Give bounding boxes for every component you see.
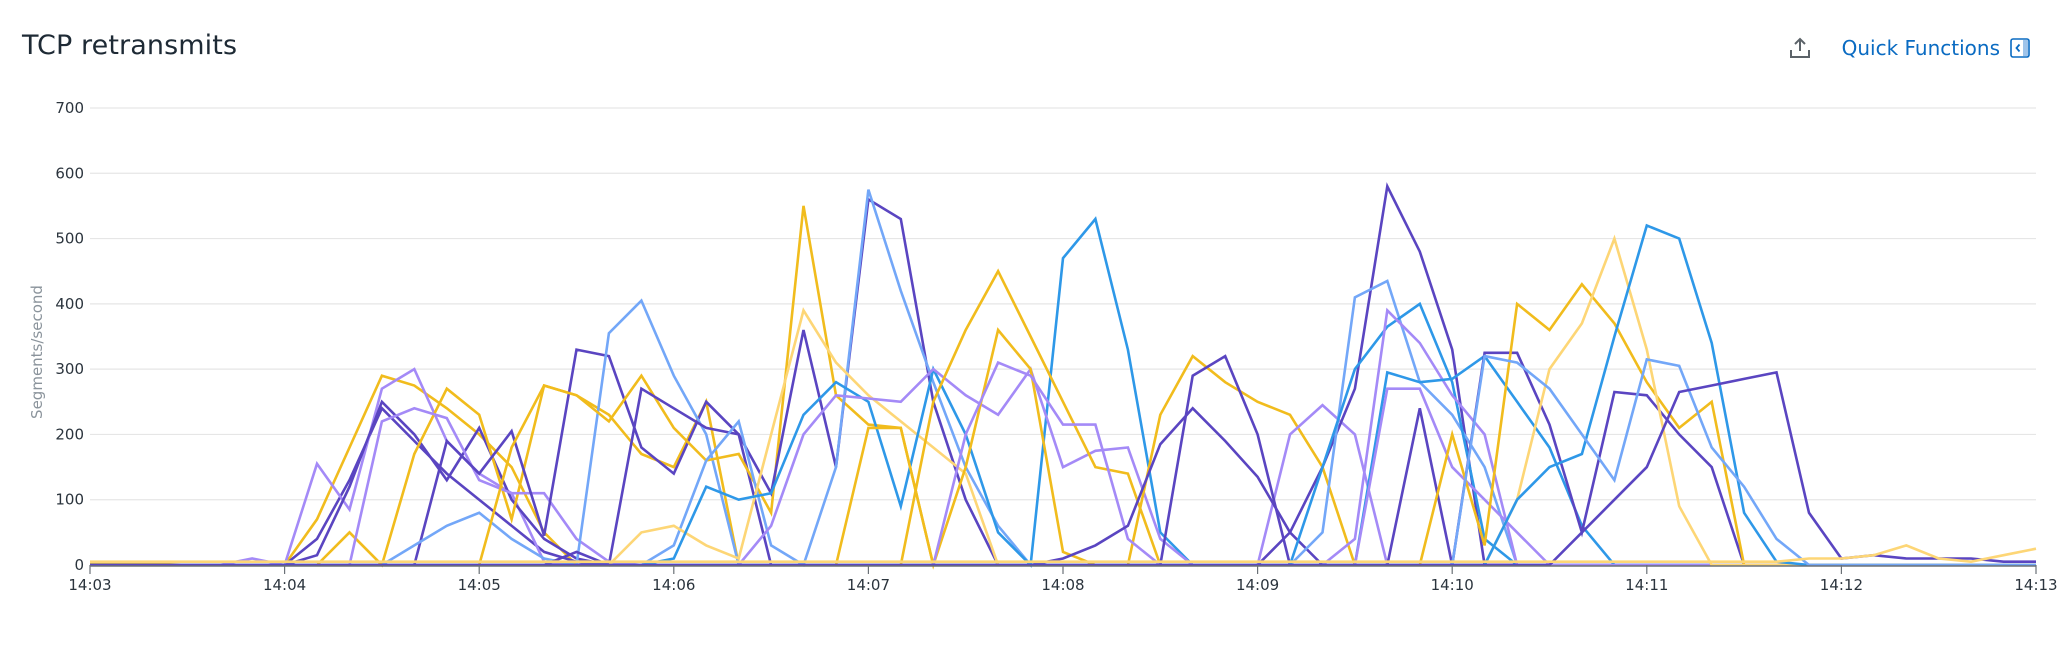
x-tick-label: 14:09 (1236, 576, 1279, 594)
x-tick-label: 14:13 (2014, 576, 2057, 594)
y-tick-label: 100 (55, 491, 84, 509)
series-line-host-12[interactable] (90, 307, 2036, 567)
y-axis-ticks: 0 100 200 300 400 500 600 700 (55, 99, 84, 574)
series-line-host-8[interactable] (90, 298, 2036, 567)
series-line-host-14[interactable] (90, 366, 2036, 567)
gridlines (90, 107, 2036, 501)
x-tick-label: 14:12 (1820, 576, 1863, 594)
quick-functions-label: Quick Functions (1841, 36, 2000, 60)
y-tick-label: 300 (55, 360, 84, 378)
y-tick-label: 500 (55, 230, 84, 248)
x-tick-label: 14:11 (1625, 576, 1668, 594)
series-line-host-32[interactable] (90, 544, 2037, 564)
series-line-host-26[interactable] (90, 387, 2036, 567)
series-line-host-16[interactable] (90, 327, 2036, 570)
x-tick-label: 14:10 (1431, 576, 1474, 594)
x-tick-label: 14:06 (652, 576, 695, 594)
x-axis: 14:03 14:04 14:05 14:06 14:07 14:08 14:09 14:10… (68, 565, 2058, 594)
header-actions: Quick Functions (1786, 34, 2030, 62)
quick-functions-button[interactable]: Quick Functions (1842, 36, 2030, 60)
y-tick-label: 0 (74, 556, 84, 574)
series-line-host-7[interactable] (90, 348, 2036, 567)
x-tick-label: 14:04 (263, 576, 306, 594)
x-tick-label: 14:05 (458, 576, 501, 594)
series-line-host-15[interactable] (90, 268, 2036, 567)
x-tick-label: 14:07 (847, 576, 890, 594)
series-line-host-25[interactable] (90, 351, 2036, 567)
series-lines (90, 182, 2037, 570)
export-button[interactable] (1786, 34, 1814, 62)
y-axis-label: Segments/second (28, 285, 46, 419)
chart-title: TCP retransmits (22, 30, 238, 61)
series-line-host-29[interactable] (90, 223, 2036, 567)
x-tick-label: 14:03 (68, 576, 111, 594)
y-tick-label: 400 (55, 295, 84, 313)
upload-icon (1789, 37, 1810, 58)
y-tick-label: 600 (55, 164, 84, 182)
series-line-host-23[interactable] (90, 307, 2036, 567)
x-tick-label: 14:08 (1041, 576, 1084, 594)
series-line-host-5[interactable] (90, 383, 2036, 568)
y-tick-label: 700 (55, 99, 84, 117)
collapse-panel-icon (2010, 38, 2030, 58)
y-tick-label: 200 (55, 425, 84, 443)
